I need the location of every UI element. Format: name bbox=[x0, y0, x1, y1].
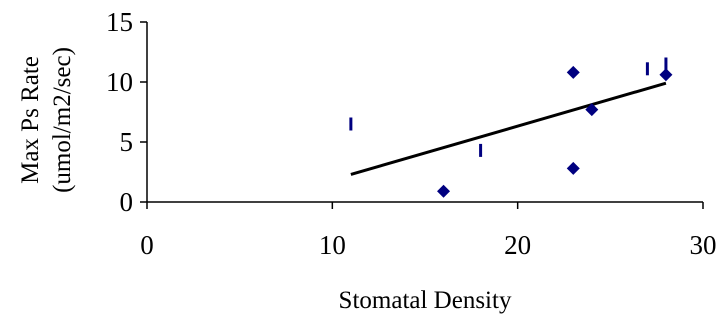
x-tick-label: 20 bbox=[504, 230, 531, 260]
diamond-point bbox=[566, 161, 580, 175]
y-axis-ticks: 0 5 10 15 bbox=[106, 7, 147, 217]
axes bbox=[146, 22, 703, 203]
y-tick-label: 15 bbox=[106, 7, 133, 37]
trendline bbox=[350, 81, 667, 176]
trendline-layer bbox=[350, 81, 667, 176]
diamond-point bbox=[585, 103, 599, 117]
x-tick-label: 0 bbox=[140, 230, 154, 260]
x-tick-label: 10 bbox=[319, 230, 346, 260]
x-tick-label: 30 bbox=[690, 230, 717, 260]
y-tick-label: 0 bbox=[120, 187, 134, 217]
y-axis-title: Max Ps Rate (umol/m2/sec) bbox=[17, 47, 76, 193]
diamond-point bbox=[437, 184, 451, 198]
diamond-point bbox=[659, 68, 673, 82]
y-tick-label: 5 bbox=[120, 127, 134, 157]
y-tick-label: 10 bbox=[106, 67, 133, 97]
x-axis-title: Stomatal Density bbox=[339, 287, 512, 314]
y-axis-title-line-2: (umol/m2/sec) bbox=[49, 47, 76, 193]
diamond-point bbox=[566, 65, 580, 79]
x-axis-ticks: 0 10 20 30 bbox=[140, 202, 717, 260]
data-points bbox=[349, 57, 673, 198]
y-axis-title-line-1: Max Ps Rate bbox=[17, 56, 44, 184]
